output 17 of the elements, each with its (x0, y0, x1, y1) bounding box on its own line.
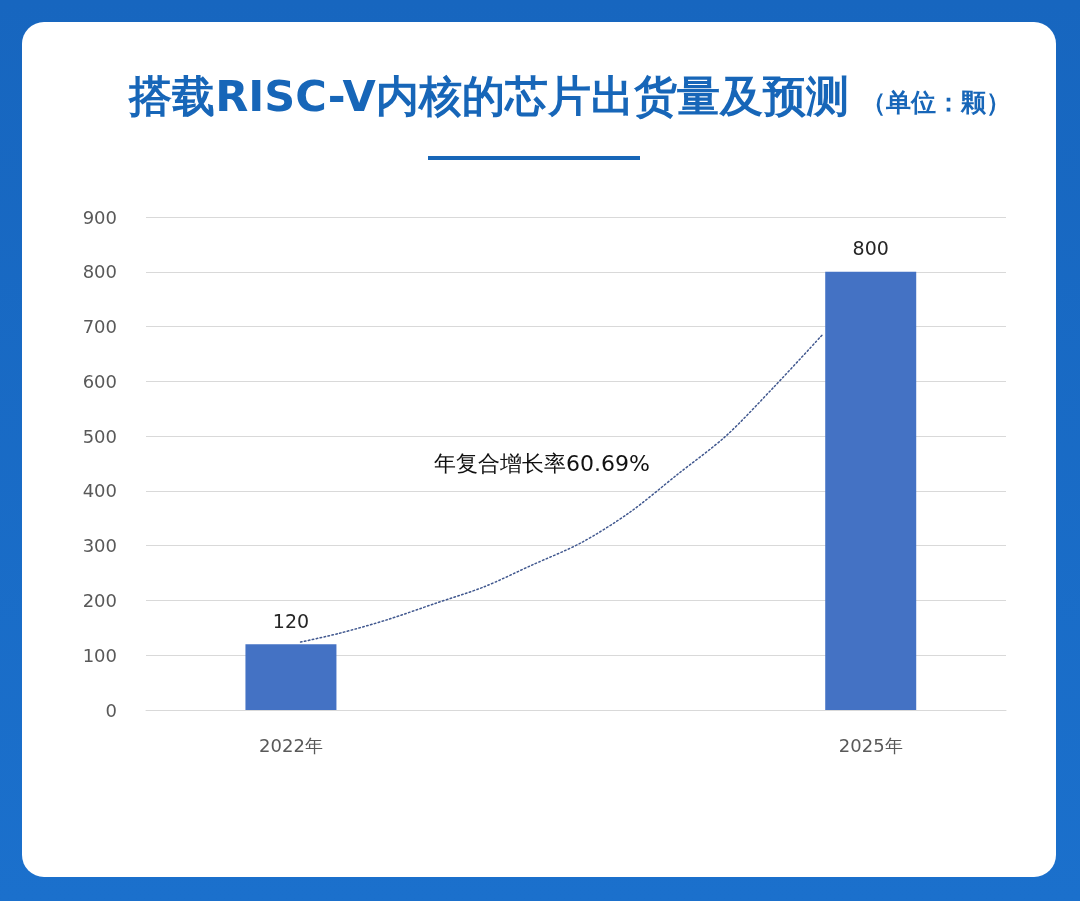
y-tick-label: 0 (105, 699, 117, 721)
y-tick-label: 700 (82, 316, 117, 338)
data-label: 800 (852, 237, 889, 260)
y-tick-label: 800 (82, 261, 117, 283)
y-tick-label: 500 (82, 425, 117, 447)
y-tick-label: 400 (82, 480, 117, 502)
x-tick-label: 2025年 (838, 734, 903, 756)
y-tick-label: 300 (82, 535, 117, 557)
data-label: 120 (272, 609, 310, 632)
x-tick-label: 2022年 (259, 734, 323, 756)
y-tick-label: 200 (82, 589, 117, 611)
chart-subtitle: （单位：颗） (860, 88, 1011, 117)
annotation: 年复合增长率60.69% (434, 450, 650, 476)
y-tick-label: 100 (82, 644, 117, 666)
chart-title: 搭载RISC-V内核的芯片出货量及预测 (129, 71, 849, 121)
y-tick-label: 600 (82, 370, 117, 392)
y-tick-label: 900 (82, 206, 117, 228)
